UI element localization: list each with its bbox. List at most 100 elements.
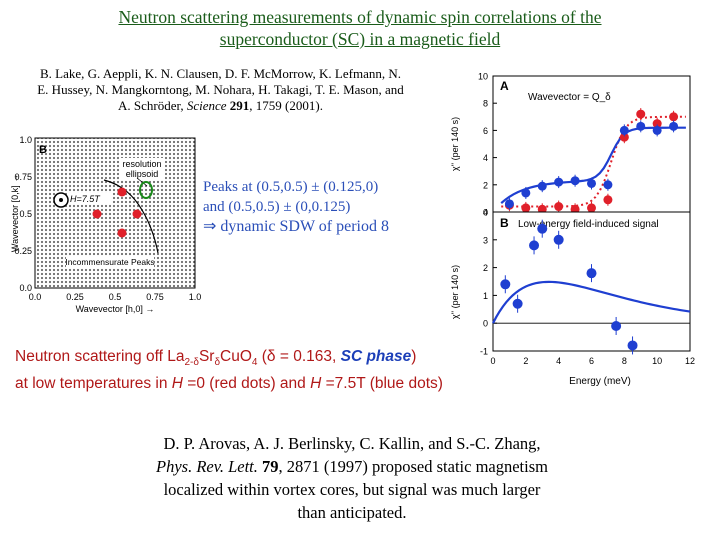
field-marker-dot (59, 198, 63, 202)
y-tick-label: -1 (480, 347, 488, 357)
arovas-line-4: than anticipated. (297, 503, 407, 522)
arovas-journal: Phys. Rev. Lett. (156, 457, 258, 476)
data-point (500, 279, 511, 290)
data-point (611, 320, 622, 331)
y-tick: 0.75 (14, 172, 32, 182)
data-point (603, 180, 613, 190)
ellipsoid-label: ellipsoid (126, 169, 159, 179)
sc-phase-label: SC phase (340, 348, 412, 365)
experiment-caption: Neutron scattering off La2-δSrδCuO4 (δ =… (15, 346, 475, 394)
peak-dot (132, 209, 142, 219)
data-point (537, 223, 548, 234)
peaks-description: Peaks at (0.5,0.5) ± (0.125,0) and (0.5,… (203, 177, 389, 237)
x-tick: 0.0 (29, 292, 42, 302)
data-point (554, 177, 564, 187)
data-point (554, 202, 564, 212)
data-point (537, 181, 547, 191)
peak-dot (117, 187, 127, 197)
x-tick-label: 10 (652, 356, 662, 366)
chart-b: B Low-energy field-induced signal χ'' (p… (450, 208, 695, 388)
data-point (603, 195, 613, 205)
authors-line-1: B. Lake, G. Aeppli, K. N. Clausen, D. F.… (40, 66, 401, 81)
x-tick-label: 8 (622, 356, 627, 366)
data-point (587, 178, 596, 188)
y-tick: 0.5 (19, 209, 32, 219)
chart-b-xlabel: Energy (meV) (569, 376, 631, 387)
data-point (521, 203, 531, 213)
boundary-curve (103, 179, 159, 254)
data-point (553, 234, 564, 245)
panel-label-b: B (39, 144, 47, 156)
chart-a-label: A (500, 79, 509, 93)
y-tick-label: 3 (483, 235, 488, 245)
resolution-ellipsoid (139, 181, 153, 199)
data-point (619, 125, 629, 135)
y-tick-label: 4 (483, 208, 488, 218)
x-tick-label: 0 (490, 356, 495, 366)
arovas-volume: 79 (262, 457, 279, 476)
arovas-line-2: Phys. Rev. Lett. 79, 2871 (1997) propose… (156, 457, 548, 476)
chart-b-ylabel: χ'' (per 140 s) (450, 265, 460, 319)
arovas-citation: D. P. Arovas, A. J. Berlinsky, C. Kallin… (112, 432, 592, 524)
x-tick-label: 6 (589, 356, 594, 366)
chart-a-title: Wavevector = Q_δ (528, 92, 611, 103)
y-tick-label: 6 (483, 126, 488, 136)
chart-a-red-fit (501, 115, 686, 208)
slide-title: Neutron scattering measurements of dynam… (0, 6, 720, 50)
data-point (529, 240, 540, 251)
arovas-line-1: D. P. Arovas, A. J. Berlinsky, C. Kallin… (163, 434, 541, 453)
journal-volume: 291 (229, 98, 250, 113)
data-point (521, 188, 531, 198)
data-point (587, 203, 596, 213)
x-tick-label: 4 (556, 356, 561, 366)
x-tick: 0.75 (146, 292, 164, 302)
x-tick-label: 2 (523, 356, 528, 366)
data-point (627, 340, 638, 351)
energy-scan-charts: A Wavevector = Q_δ χ'' (per 140 s) 0 2 4 6 8… (450, 72, 695, 388)
chart-b-fit (492, 280, 691, 324)
journal-name: Science (186, 98, 227, 113)
data-point (619, 132, 629, 142)
authors-line-2: E. Hussey, N. Mangkorntong, M. Nohara, H… (37, 82, 404, 97)
x-tick: 1.0 (189, 292, 202, 302)
peak-dot (92, 209, 102, 219)
x-tick: 0.25 (66, 292, 84, 302)
x-tick-label: 12 (685, 356, 695, 366)
data-point (636, 109, 646, 119)
peaks-line-1: Peaks at (0.5,0.5) ± (0.125,0) (203, 179, 379, 195)
data-point (652, 125, 662, 135)
data-point (652, 119, 662, 129)
y-tick-label: 10 (478, 72, 488, 82)
y-tick: 0.0 (19, 283, 32, 293)
y-tick-label: 0 (483, 208, 488, 218)
caption-line-2: at low temperatures in H =0 (red dots) a… (15, 375, 443, 393)
peak-dot (117, 228, 127, 238)
reciprocal-space-map: B 0.0 0.25 0.5 0.75 1.0 0.0 0.25 0.5 0.7… (10, 135, 202, 314)
field-label: H=7.5T (70, 194, 101, 204)
y-tick-label: 8 (483, 99, 488, 109)
chart-a: A Wavevector = Q_δ χ'' (per 140 s) 0 2 4 6 8… (450, 72, 691, 218)
y-tick: 0.25 (14, 246, 32, 256)
title-line-2: superconductor (SC) in a magnetic field (219, 29, 501, 49)
data-point (669, 121, 679, 131)
resolution-label: resolution (122, 159, 161, 169)
y-tick-label: 0 (483, 319, 488, 329)
incommensurate-label: Incommensurate Peaks (65, 257, 154, 267)
y-tick-label: 1 (483, 291, 488, 301)
authors-line-3: A. Schröder, Science 291, 1759 (2001). (118, 98, 323, 113)
x-tick: 0.5 (109, 292, 122, 302)
y-axis-label: Wavevector [0,k] → (10, 174, 20, 252)
title-line-1: Neutron scattering measurements of dynam… (118, 7, 602, 27)
caption-line-1: Neutron scattering off La2-δSrδCuO4 (δ =… (15, 348, 417, 369)
chart-a-ylabel: χ'' (per 140 s) (450, 117, 460, 171)
data-point (512, 298, 523, 309)
y-tick: 1.0 (19, 135, 32, 145)
y-tick-label: 2 (483, 263, 488, 273)
chart-b-label: B (500, 216, 509, 230)
data-point (504, 199, 514, 209)
y-tick-label: 2 (483, 180, 488, 190)
arovas-line-3: localized within vortex cores, but signa… (163, 480, 541, 499)
data-point (636, 121, 646, 131)
x-axis-label: Wavevector [h,0] → (76, 304, 155, 314)
data-point (669, 112, 679, 122)
